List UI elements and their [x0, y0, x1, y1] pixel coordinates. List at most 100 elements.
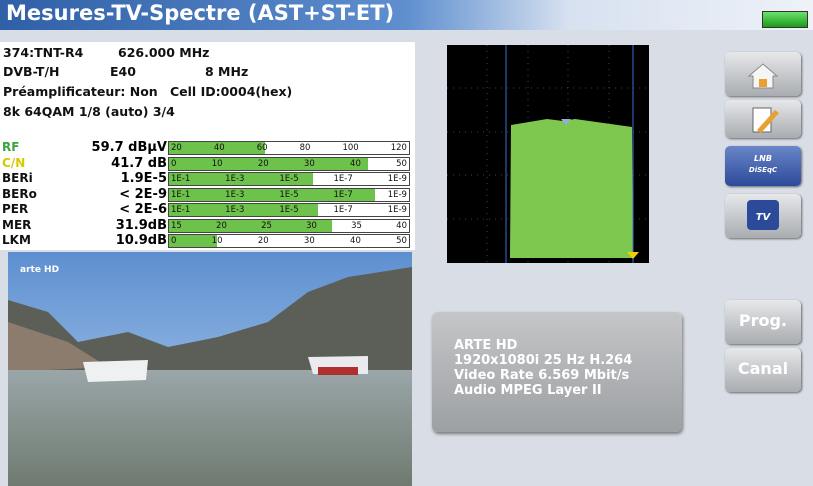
service-line: Audio MPEG Layer II — [454, 383, 632, 398]
lnb-diseqc-button[interactable]: LNB DiSEqC — [725, 146, 801, 186]
service-line: Video Rate 6.569 Mbit/s — [454, 368, 632, 383]
scale-label: 1E-3 — [225, 204, 244, 216]
prog-button[interactable]: Prog. — [725, 300, 801, 344]
meter-scale: 1E-11E-31E-51E-71E-9 — [171, 173, 407, 185]
measurement-row: LKM10.9dB01020304050 — [0, 233, 415, 248]
measurement-label: RF — [2, 140, 19, 154]
measurement-value: 31.9dB — [116, 218, 167, 233]
scale-label: 1E-5 — [279, 189, 298, 201]
measurement-value: 59.7 dBµV — [92, 140, 167, 155]
bandwidth: 8 MHz — [205, 64, 248, 79]
canal-button[interactable]: Canal — [725, 348, 801, 392]
scale-label: 0 — [171, 158, 176, 170]
home-button[interactable] — [725, 52, 801, 96]
meter-scale: 0 10 20 30 40 50 — [171, 158, 407, 170]
measurement-value: 10.9dB — [116, 233, 167, 248]
scale-label: 30 — [306, 220, 317, 232]
edit-button[interactable] — [725, 100, 801, 138]
tv-button[interactable]: TV — [725, 194, 801, 238]
info-panel: 374:TNT-R4 626.000 MHz DVB-T/H E40 8 MHz… — [0, 42, 415, 250]
measurement-label: BERi — [2, 171, 33, 185]
video-preview: arte HD — [8, 252, 412, 486]
scale-label: 20 — [171, 142, 182, 154]
measurement-row: MER 31.9dB 15 20 25 30 35 40 — [0, 218, 415, 233]
scale-label: 15 — [171, 220, 182, 232]
cell-id: Cell ID:0004(hex) — [170, 84, 292, 99]
canal-label: Canal — [725, 359, 801, 378]
scale-label: 35 — [351, 220, 362, 232]
scale-label: 80 — [300, 142, 311, 154]
scale-label: 120 — [391, 142, 407, 154]
scale-label: 25 — [261, 220, 272, 232]
measurement-label: BERo — [2, 187, 37, 201]
scale-label: 1E-1 — [171, 204, 190, 216]
scale-label: 1E-5 — [279, 204, 298, 216]
scale-label: 10 — [212, 158, 223, 170]
scale-label: 40 — [214, 142, 225, 154]
scale-label: 1E-7 — [334, 173, 353, 185]
battery — [762, 11, 808, 28]
scale-label: 50 — [396, 158, 407, 170]
modulation: 8k 64QAM 1/8 (auto) 3/4 — [3, 104, 175, 119]
scale-label: 1E-3 — [225, 173, 244, 185]
diseqc-label: DiSEqC — [725, 166, 801, 174]
meter-scale: 15 20 25 30 35 40 — [171, 220, 407, 232]
scale-label: 10 — [212, 235, 223, 247]
scale-label: 100 — [342, 142, 358, 154]
scale-label: 1E-1 — [171, 173, 190, 185]
scale-label: 1E-7 — [334, 204, 353, 216]
measurement-label: LKM — [2, 233, 31, 247]
channel-logo: arte HD — [20, 265, 59, 275]
tv-label: TV — [725, 212, 801, 223]
measurement-label: C/N — [2, 156, 25, 170]
scale-label: 30 — [304, 235, 315, 247]
scale-label: 40 — [396, 220, 407, 232]
scale-label: 20 — [216, 220, 227, 232]
service-line: 1920x1080i 25 Hz H.264 — [454, 353, 632, 368]
measurement-label: PER — [2, 202, 28, 216]
scale-label: 30 — [304, 158, 315, 170]
lnb-label: LNB — [725, 154, 801, 163]
measurement-label: MER — [2, 218, 31, 232]
meter-scale: 20 40 60 80 100 120 — [171, 142, 407, 154]
spectrum — [447, 45, 649, 263]
measurement-row: RF 59.7 dBµV 20 40 60 80 100 120 — [0, 140, 415, 155]
measurement-value: 41.7 dB — [111, 156, 167, 171]
scale-label: 40 — [350, 235, 361, 247]
screen: Mesures-TV-Spectre (AST+ST-ET) 374:TNT-R… — [0, 0, 813, 486]
scale-label: 40 — [350, 158, 361, 170]
measurement-value: 1.9E-5 — [121, 171, 167, 186]
meter: 20 40 60 80 100 120 — [168, 141, 410, 155]
scale-label: 1E-3 — [225, 189, 244, 201]
prog-label: Prog. — [725, 311, 801, 330]
measurement-row: C/N 41.7 dB 0 10 20 30 40 50 — [0, 156, 415, 171]
scale-label: 0 — [171, 235, 176, 247]
frequency: 626.000 MHz — [118, 45, 209, 60]
scale-label: 50 — [396, 235, 407, 247]
scale-label: 20 — [258, 158, 269, 170]
service-line: ARTE HD — [454, 338, 632, 353]
channel-name: E40 — [110, 64, 136, 79]
preamp: Préamplificateur: Non — [3, 84, 158, 99]
meter: 15 20 25 30 35 40 — [168, 219, 410, 233]
measurement-value: < 2E-9 — [119, 187, 167, 202]
standard: DVB-T/H — [3, 64, 59, 79]
scale-label: 60 — [257, 142, 268, 154]
scale-label: 1E-9 — [388, 173, 407, 185]
scale-label: 1E-7 — [334, 189, 353, 201]
scale-label: 1E-9 — [388, 189, 407, 201]
channel: 374:TNT-R4 — [3, 45, 83, 60]
title: Mesures-TV-Spectre (AST+ST-ET) — [6, 1, 394, 25]
